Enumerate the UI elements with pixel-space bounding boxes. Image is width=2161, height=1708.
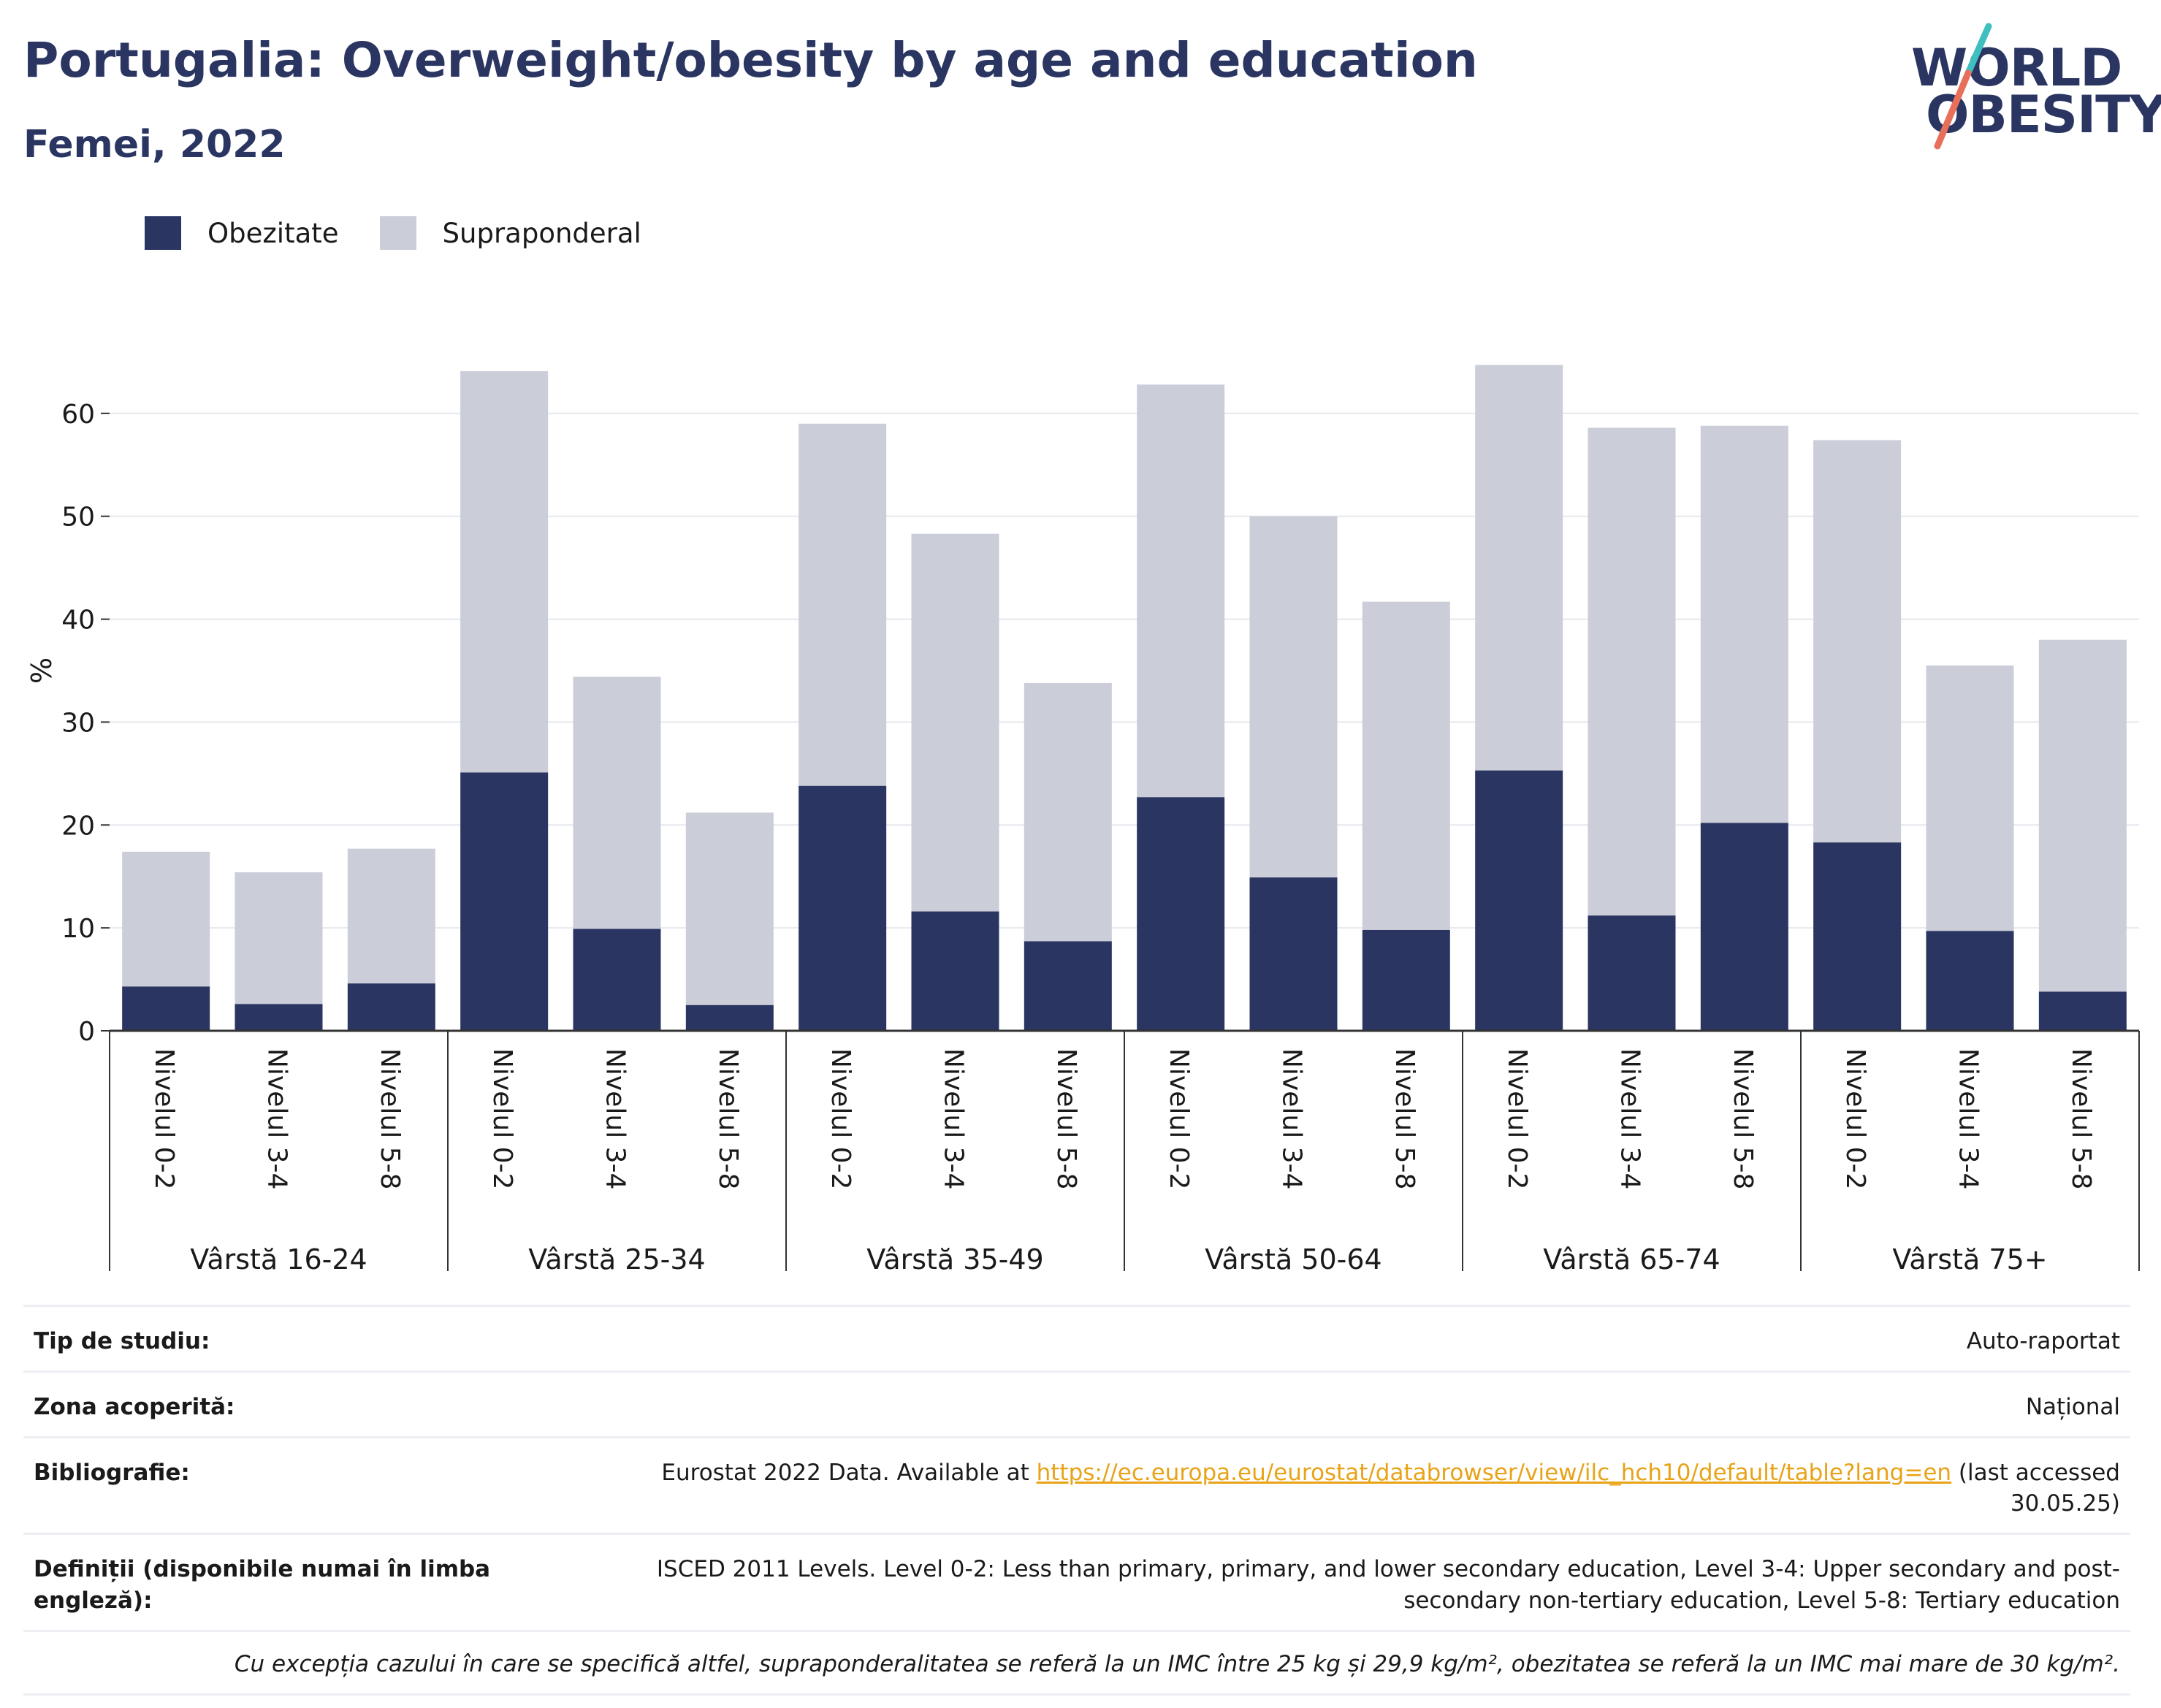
y-tick-label: 10 — [61, 914, 95, 944]
info-value: Național — [2025, 1393, 2120, 1420]
x-category-label: Nivelul 5-8 — [1728, 1048, 1758, 1189]
x-category-label: Nivelul 5-8 — [2066, 1048, 2096, 1189]
logo-slash-icon — [1934, 23, 1992, 150]
x-group-label: Vârstă 65-74 — [1543, 1243, 1720, 1271]
x-category-label: Nivelul 0-2 — [487, 1048, 517, 1189]
bar-obezitate — [1024, 941, 1112, 1031]
info-table: Tip de studiu: Auto-raportat Zona acoper… — [23, 1305, 2130, 1696]
bar-supraponderal — [1926, 665, 2014, 931]
x-group-label: Vârstă 50-64 — [1205, 1243, 1381, 1271]
bar-supraponderal — [685, 812, 774, 1005]
bar-obezitate — [2038, 991, 2127, 1031]
x-category-label: Nivelul 5-8 — [713, 1048, 743, 1189]
bar-obezitate — [460, 772, 549, 1031]
bar-obezitate — [799, 785, 887, 1031]
bar-obezitate — [1926, 931, 2014, 1031]
bar-supraponderal — [799, 423, 887, 786]
legend-label-obezitate: Obezitate — [207, 217, 339, 249]
chart-subtitle: Femei, 2022 — [23, 123, 286, 167]
info-key: Tip de studiu: — [34, 1328, 210, 1354]
x-category-label: Nivelul 0-2 — [1840, 1048, 1870, 1189]
info-key: Definiții (disponibile numai în limba en… — [34, 1556, 491, 1614]
info-value: Auto-raportat — [1966, 1328, 2120, 1354]
bar-supraponderal — [573, 676, 661, 929]
info-value: Eurostat 2022 Data. Available at https:/… — [571, 1457, 2120, 1520]
y-tick-label: 30 — [61, 708, 95, 738]
bar-supraponderal — [1137, 384, 1225, 798]
x-category-label: Nivelul 3-4 — [262, 1048, 292, 1189]
x-category-label: Nivelul 0-2 — [826, 1048, 855, 1189]
y-tick-label: 50 — [61, 503, 95, 533]
x-category-label: Nivelul 5-8 — [375, 1048, 405, 1189]
bar-obezitate — [911, 911, 999, 1031]
info-row-definitions: Definiții (disponibile numai în limba en… — [23, 1533, 2130, 1630]
legend-swatch-obezitate — [145, 216, 181, 250]
bibliography-link[interactable]: https://ec.europa.eu/eurostat/databrowse… — [1036, 1459, 1952, 1486]
world-obesity-logo: WORLD OBESITY — [1899, 22, 2161, 161]
bar-supraponderal — [235, 872, 323, 1004]
y-tick-label: 40 — [61, 606, 95, 636]
x-group-label: Vârstă 25-34 — [528, 1243, 705, 1271]
info-key: Zona acoperită: — [34, 1393, 235, 1420]
info-row-coverage: Zona acoperită: Național — [23, 1370, 2130, 1436]
x-group-label: Vârstă 16-24 — [190, 1243, 367, 1271]
bar-supraponderal — [1700, 425, 1788, 823]
info-key: Bibliografie: — [34, 1459, 190, 1486]
bar-obezitate — [1813, 842, 1902, 1031]
x-category-label: Nivelul 3-4 — [1277, 1048, 1307, 1189]
bar-supraponderal — [1588, 427, 1676, 916]
x-category-label: Nivelul 3-4 — [601, 1048, 630, 1189]
bar-obezitate — [1249, 877, 1338, 1031]
x-group-label: Vârstă 35-49 — [866, 1243, 1043, 1271]
bar-obezitate — [122, 986, 210, 1031]
y-axis-label: % — [26, 657, 58, 684]
bar-supraponderal — [911, 533, 999, 912]
legend-item-supraponderal[interactable]: Supraponderal — [379, 216, 641, 250]
legend-swatch-supraponderal — [379, 216, 416, 250]
x-category-label: Nivelul 0-2 — [1164, 1048, 1194, 1189]
bar-obezitate — [1362, 929, 1450, 1031]
footnote: Cu excepția cazului în care se specifică… — [23, 1629, 2130, 1696]
stacked-bar-chart: 0 10 20 30 40 50 60% Nivelul 0-2 Nivelul 3-4 Nive… — [26, 365, 2140, 1271]
legend-item-obezitate[interactable]: Obezitate — [145, 216, 339, 250]
info-row-bibliography: Bibliografie: Eurostat 2022 Data. Availa… — [23, 1436, 2130, 1533]
logo-text-obesity: OBESITY — [1926, 85, 2161, 145]
x-category-label: Nivelul 5-8 — [1051, 1048, 1081, 1189]
x-group-label: Vârstă 75+ — [1892, 1243, 2047, 1271]
bar-supraponderal — [1024, 682, 1112, 942]
bar-supraponderal — [2038, 639, 2127, 992]
x-category-label: Nivelul 0-2 — [149, 1048, 179, 1189]
bar-obezitate — [1137, 797, 1225, 1031]
x-category-label: Nivelul 3-4 — [939, 1048, 969, 1189]
x-category-label: Nivelul 5-8 — [1390, 1048, 1419, 1189]
bar-supraponderal — [1362, 601, 1450, 930]
chart-legend: Obezitate Supraponderal — [145, 216, 682, 250]
chart-title: Portugalia: Overweight/obesity by age an… — [23, 32, 1478, 88]
y-tick-label: 20 — [61, 811, 95, 841]
y-tick-label: 0 — [78, 1017, 95, 1047]
x-category-label: Nivelul 3-4 — [1615, 1048, 1645, 1189]
bar-obezitate — [1588, 915, 1676, 1031]
info-value: ISCED 2011 Levels. Level 0-2: Less than … — [656, 1556, 2120, 1614]
bar-obezitate — [1475, 770, 1563, 1031]
bar-obezitate — [1700, 823, 1788, 1031]
x-category-label: Nivelul 0-2 — [1502, 1048, 1532, 1189]
logo-text-world: WORLD — [1911, 38, 2122, 98]
bar-supraponderal — [347, 848, 435, 984]
bar-obezitate — [347, 983, 435, 1031]
info-row-study-type: Tip de studiu: Auto-raportat — [23, 1305, 2130, 1370]
bar-supraponderal — [1475, 365, 1563, 771]
bar-supraponderal — [1249, 516, 1338, 878]
bar-obezitate — [235, 1004, 323, 1031]
bibliography-suffix: (last accessed 30.05.25) — [1951, 1459, 2120, 1517]
y-tick-label: 60 — [61, 400, 95, 430]
bar-supraponderal — [1813, 440, 1902, 843]
legend-label-supraponderal: Supraponderal — [442, 217, 641, 249]
bar-supraponderal — [460, 371, 549, 773]
bar-obezitate — [573, 929, 661, 1031]
bibliography-prefix: Eurostat 2022 Data. Available at — [661, 1459, 1037, 1486]
bar-supraponderal — [122, 851, 210, 987]
bar-obezitate — [685, 1004, 774, 1031]
x-category-label: Nivelul 3-4 — [1954, 1048, 1983, 1189]
